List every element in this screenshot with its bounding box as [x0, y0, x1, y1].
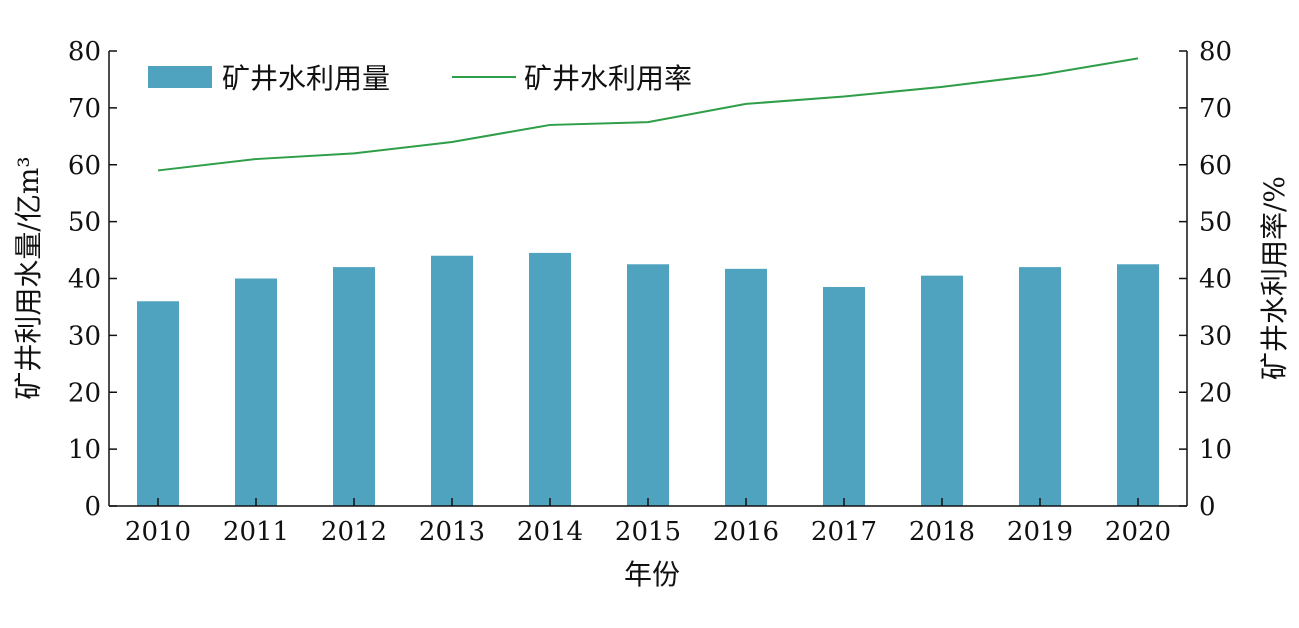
bar-2012 — [333, 267, 375, 506]
x-tick-label-2015: 2015 — [615, 517, 681, 547]
y-axis-title-right: 矿井水利用率/% — [1258, 176, 1291, 380]
x-tick-label-2016: 2016 — [713, 517, 779, 547]
x-tick-label-2012: 2012 — [321, 517, 387, 547]
right-tick-label-0: 0 — [1199, 492, 1216, 522]
x-tick-label-2010: 2010 — [125, 517, 191, 547]
left-tick-label-40: 40 — [68, 265, 101, 295]
bar-2013 — [431, 255, 473, 506]
left-tick-label-10: 10 — [68, 435, 101, 465]
left-tick-label-30: 30 — [68, 321, 101, 351]
bar-2010 — [137, 301, 179, 506]
legend-bar-label: 矿井水利用量 — [222, 62, 390, 95]
bar-2018 — [921, 275, 963, 506]
bar-2020 — [1117, 264, 1159, 506]
right-tick-label-10: 10 — [1199, 435, 1232, 465]
left-tick-label-20: 20 — [68, 378, 101, 408]
legend: 矿井水利用量 矿井水利用率 — [148, 62, 692, 95]
x-tick-label-2017: 2017 — [811, 517, 877, 547]
bar-2014 — [529, 252, 571, 506]
x-tick-label-2019: 2019 — [1007, 517, 1073, 547]
legend-line-label: 矿井水利用率 — [524, 62, 692, 95]
legend-bar-swatch — [148, 66, 212, 88]
x-tick-label-2018: 2018 — [909, 517, 975, 547]
left-tick-label-80: 80 — [68, 37, 101, 67]
right-tick-label-40: 40 — [1199, 265, 1232, 295]
bar-2019 — [1019, 267, 1061, 506]
left-tick-label-70: 70 — [68, 94, 101, 124]
right-tick-label-30: 30 — [1199, 321, 1232, 351]
right-tick-label-60: 60 — [1199, 151, 1232, 181]
right-tick-label-50: 50 — [1199, 208, 1232, 238]
left-tick-label-50: 50 — [68, 208, 101, 238]
bar-2017 — [823, 287, 865, 506]
bar-2011 — [235, 278, 277, 506]
right-tick-label-20: 20 — [1199, 378, 1232, 408]
line-series — [157, 57, 1139, 172]
x-axis-title: 年份 — [624, 558, 680, 591]
x-tick-label-2014: 2014 — [517, 517, 583, 547]
x-tick-label-2011: 2011 — [223, 517, 289, 547]
left-tick-label-0: 0 — [84, 492, 101, 522]
x-tick-label-2020: 2020 — [1105, 517, 1171, 547]
x-tick-label-2013: 2013 — [419, 517, 485, 547]
bar-2015 — [627, 264, 669, 506]
right-tick-label-80: 80 — [1199, 37, 1232, 67]
left-tick-label-60: 60 — [68, 151, 101, 181]
right-tick-label-70: 70 — [1199, 94, 1232, 124]
y-axis-title-left: 矿井利用水量/亿m³ — [12, 156, 45, 399]
bar-2016 — [725, 268, 767, 506]
bar-series — [137, 252, 1159, 506]
